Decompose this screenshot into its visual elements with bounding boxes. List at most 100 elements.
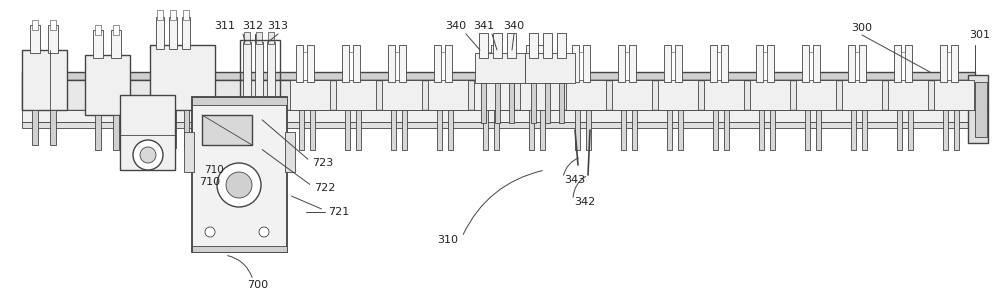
Text: 340: 340: [445, 21, 467, 31]
Text: 722: 722: [314, 183, 335, 193]
Text: 313: 313: [268, 21, 288, 31]
Bar: [22, 110, 975, 122]
Bar: [50, 20, 56, 30]
Bar: [481, 83, 486, 123]
Bar: [22, 72, 975, 80]
Bar: [310, 110, 315, 150]
Bar: [268, 32, 274, 44]
Bar: [256, 102, 261, 137]
Bar: [975, 82, 987, 137]
Bar: [336, 80, 376, 110]
Bar: [22, 50, 67, 110]
Bar: [113, 115, 119, 150]
Bar: [756, 45, 763, 82]
Bar: [93, 30, 103, 58]
Bar: [290, 80, 330, 110]
Bar: [612, 80, 652, 110]
Bar: [113, 25, 119, 35]
Bar: [862, 110, 867, 150]
Text: 312: 312: [242, 21, 264, 31]
Bar: [671, 52, 675, 80]
Bar: [724, 110, 729, 150]
Text: 341: 341: [473, 21, 495, 31]
Bar: [184, 132, 194, 172]
Bar: [441, 52, 445, 80]
Bar: [704, 80, 744, 110]
Bar: [448, 110, 453, 150]
Bar: [629, 45, 636, 82]
Bar: [32, 20, 38, 30]
Bar: [770, 110, 775, 150]
Bar: [182, 17, 190, 49]
Bar: [30, 25, 40, 53]
Bar: [796, 80, 836, 110]
Bar: [905, 45, 912, 82]
Bar: [256, 32, 262, 44]
Bar: [487, 52, 491, 80]
Bar: [625, 52, 629, 80]
Circle shape: [217, 163, 261, 207]
Bar: [943, 110, 948, 150]
Bar: [763, 52, 767, 80]
Text: 723: 723: [312, 158, 333, 168]
Bar: [908, 110, 913, 150]
Bar: [507, 33, 516, 58]
Bar: [664, 45, 671, 82]
Bar: [947, 52, 951, 80]
Circle shape: [226, 172, 252, 198]
Bar: [750, 80, 790, 110]
Bar: [805, 110, 810, 150]
Bar: [434, 45, 441, 82]
Bar: [897, 110, 902, 150]
Bar: [382, 80, 422, 110]
Bar: [184, 110, 189, 148]
Text: 343: 343: [564, 175, 585, 185]
Bar: [859, 45, 866, 82]
Bar: [583, 45, 590, 82]
Bar: [353, 45, 360, 82]
Bar: [48, 25, 58, 53]
Bar: [543, 33, 552, 58]
Bar: [888, 80, 928, 110]
Bar: [285, 132, 295, 172]
Bar: [170, 10, 176, 20]
Bar: [267, 42, 275, 112]
Bar: [951, 45, 958, 82]
Bar: [50, 110, 56, 145]
Text: 340: 340: [503, 21, 525, 31]
Bar: [495, 83, 500, 123]
Bar: [445, 45, 452, 82]
Text: 310: 310: [438, 235, 458, 245]
Bar: [307, 45, 314, 82]
Bar: [816, 110, 821, 150]
Bar: [156, 17, 164, 49]
Bar: [713, 110, 718, 150]
Bar: [537, 45, 544, 82]
Bar: [158, 110, 163, 148]
Bar: [901, 52, 905, 80]
Bar: [968, 75, 988, 143]
Bar: [349, 52, 353, 80]
Bar: [171, 110, 176, 148]
Bar: [540, 110, 545, 150]
Bar: [851, 110, 856, 150]
Bar: [520, 80, 560, 110]
Bar: [95, 25, 101, 35]
Bar: [192, 97, 287, 105]
Bar: [243, 42, 251, 112]
Bar: [632, 110, 637, 150]
Bar: [255, 42, 263, 112]
Bar: [557, 33, 566, 58]
Bar: [388, 45, 395, 82]
Bar: [848, 45, 855, 82]
Text: 311: 311: [214, 21, 236, 31]
Bar: [509, 83, 514, 123]
Bar: [667, 110, 672, 150]
Bar: [356, 110, 361, 150]
Bar: [767, 45, 774, 82]
Bar: [395, 52, 399, 80]
Bar: [202, 115, 252, 145]
Text: 710: 710: [199, 177, 221, 187]
Bar: [474, 80, 514, 110]
Bar: [85, 55, 130, 115]
